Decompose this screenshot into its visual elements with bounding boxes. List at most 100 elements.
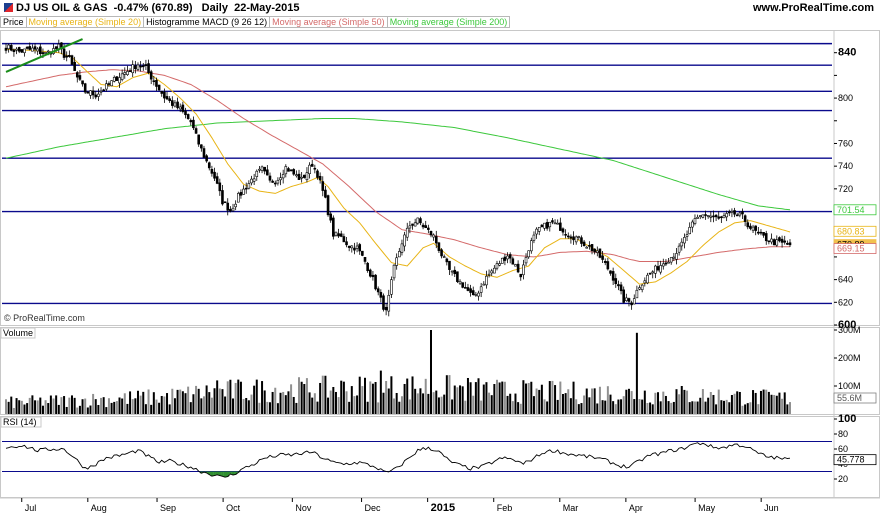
candle-body (553, 222, 557, 225)
volume-bar (627, 388, 630, 414)
volume-bar (435, 390, 438, 414)
candle-body (287, 168, 290, 172)
volume-bar (451, 399, 454, 414)
y-tick-label: 760 (838, 138, 853, 148)
rsi-oversold-fill (221, 471, 224, 477)
volume-bar (247, 400, 250, 414)
volume-bar (757, 404, 760, 414)
candle-body (316, 170, 319, 178)
volume-bar (205, 385, 208, 414)
volume-bar (105, 407, 108, 414)
volume-bar (707, 397, 710, 414)
volume-bar (258, 402, 261, 414)
volume-bar (440, 396, 443, 414)
volume-bar (527, 383, 530, 414)
candle-body (297, 173, 301, 180)
volume-bar (432, 392, 435, 414)
volume-bar (591, 388, 594, 414)
volume-bar (239, 381, 242, 414)
candle-body (493, 267, 496, 274)
candle-body (205, 155, 208, 162)
x-tick-label: Nov (295, 503, 312, 513)
candle-body (617, 284, 620, 287)
volume-bar (601, 400, 604, 414)
rsi-tick-label: 60 (838, 444, 848, 454)
candle-body (506, 255, 509, 260)
volume-bar (736, 391, 739, 414)
candle-body (709, 215, 713, 218)
candle-body (376, 288, 380, 293)
candle-body (244, 187, 248, 190)
legend-item[interactable]: Price (0, 16, 27, 28)
candle-body (564, 233, 567, 236)
volume-bar (261, 381, 264, 414)
volume-bar (715, 404, 718, 414)
candle-body (371, 274, 375, 278)
value-badge (833, 225, 877, 237)
volume-label: Volume (3, 328, 33, 338)
volume-bar (15, 398, 18, 414)
volume-bar (651, 404, 654, 414)
candle-body (366, 262, 369, 271)
volume-bar (416, 393, 419, 414)
candle-body (65, 55, 69, 58)
rsi-oversold-fill (199, 471, 203, 474)
candle-body (683, 237, 686, 244)
volume-bar (477, 378, 480, 414)
volume-bar (197, 388, 200, 414)
site-url: www.ProRealTime.com (752, 2, 874, 14)
candle-body (524, 257, 528, 264)
rsi-oversold-fill (218, 471, 222, 476)
ma50-line (5, 69, 790, 262)
candle-body (266, 169, 269, 176)
volume-bar (118, 397, 121, 414)
volume-bar (456, 387, 459, 414)
volume-bar (598, 386, 601, 414)
candle-body (70, 55, 74, 65)
candle-body (242, 188, 245, 195)
candle-body (688, 226, 691, 235)
volume-bar (414, 388, 417, 414)
candle-body (421, 224, 425, 228)
volume-bar (752, 390, 755, 414)
volume-bar (588, 397, 591, 414)
volume-bar (131, 399, 134, 414)
candle-body (281, 174, 285, 179)
volume-bar (84, 398, 87, 414)
candle-body (661, 263, 665, 267)
rsi-tick-label: 20 (838, 474, 848, 484)
volume-bar (643, 390, 646, 414)
candle-body (469, 288, 472, 293)
candle-body (556, 222, 560, 225)
legend-item[interactable]: Moving average (Simple 200) (386, 16, 511, 28)
volume-bar (585, 388, 588, 414)
volume-bar (393, 398, 396, 414)
volume-bar (147, 389, 150, 414)
volume-bar (348, 401, 351, 414)
volume-bar (466, 377, 469, 414)
candle-body (163, 91, 166, 99)
candle-body (4, 47, 8, 51)
candle-body (442, 256, 446, 258)
legend-item[interactable]: Moving average (Simple 50) (269, 16, 388, 28)
volume-bar (202, 396, 205, 414)
volume-bar (398, 401, 401, 414)
candle-body (308, 164, 311, 174)
volume-bar (641, 399, 644, 414)
volume-bar (86, 407, 89, 414)
volume-bar (543, 399, 546, 414)
volume-bar (633, 399, 636, 414)
candle-body (255, 170, 259, 177)
volume-bar (786, 404, 789, 414)
rsi-badge-label: 45.778 (837, 455, 865, 465)
volume-bar (723, 400, 726, 414)
candle-body (39, 46, 42, 55)
candle-body (643, 280, 647, 284)
volume-bar (113, 401, 116, 414)
candle-body (334, 231, 338, 236)
candle-body (751, 226, 755, 231)
volume-bar (226, 381, 229, 414)
volume-bar (411, 376, 414, 414)
legend-item[interactable]: Moving average (Simple 20) (25, 16, 145, 28)
